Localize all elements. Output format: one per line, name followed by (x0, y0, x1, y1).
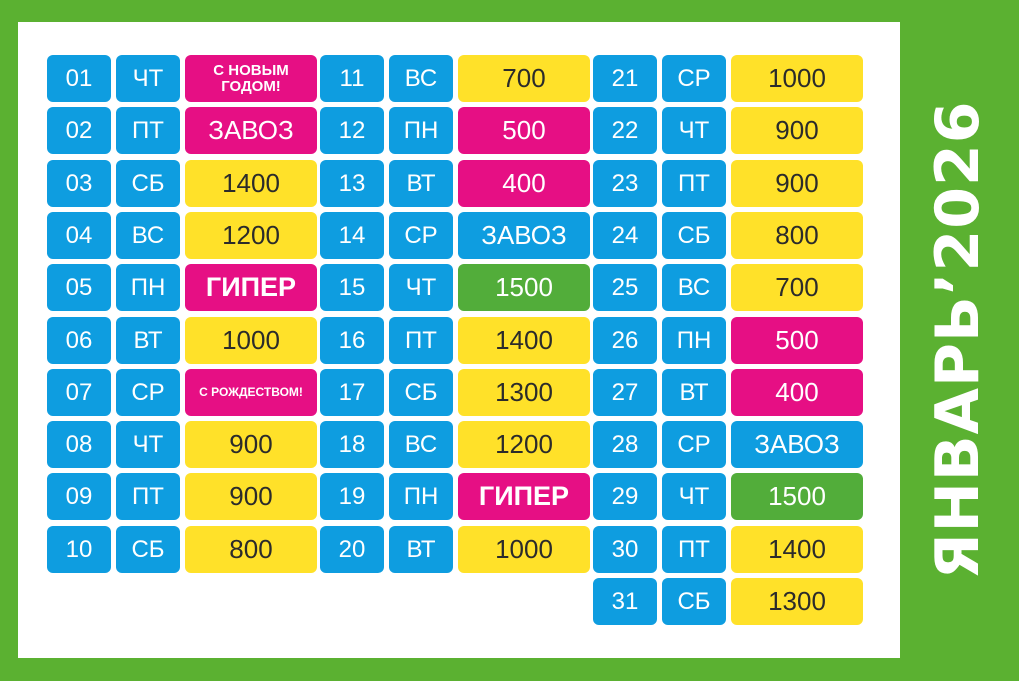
day-value: 700 (731, 264, 863, 311)
day-number: 05 (47, 264, 111, 311)
day-number: 07 (47, 369, 111, 416)
day-value: С РОЖДЕСТВОМ! (185, 369, 317, 416)
day-of-week: СБ (662, 212, 726, 259)
day-of-week: СБ (389, 369, 453, 416)
day-value: 500 (731, 317, 863, 364)
day-of-week: ВТ (389, 526, 453, 573)
day-number: 03 (47, 160, 111, 207)
day-number: 04 (47, 212, 111, 259)
day-number: 28 (593, 421, 657, 468)
day-value: 1000 (731, 55, 863, 102)
day-of-week: ПТ (116, 473, 180, 520)
day-number: 26 (593, 317, 657, 364)
day-number: 30 (593, 526, 657, 573)
day-number: 14 (320, 212, 384, 259)
day-of-week: ПТ (662, 526, 726, 573)
day-of-week: ВТ (662, 369, 726, 416)
day-number: 08 (47, 421, 111, 468)
day-number: 06 (47, 317, 111, 364)
day-of-week: ВТ (116, 317, 180, 364)
day-number: 16 (320, 317, 384, 364)
day-value: 1500 (731, 473, 863, 520)
day-value: 1500 (458, 264, 590, 311)
day-of-week: ЧТ (662, 107, 726, 154)
day-of-week: ЧТ (389, 264, 453, 311)
day-value: ЗАВОЗ (731, 421, 863, 468)
day-number: 29 (593, 473, 657, 520)
day-of-week: СР (389, 212, 453, 259)
day-value: 1400 (458, 317, 590, 364)
day-number: 27 (593, 369, 657, 416)
day-number: 21 (593, 55, 657, 102)
day-number: 15 (320, 264, 384, 311)
day-number: 24 (593, 212, 657, 259)
day-number: 20 (320, 526, 384, 573)
day-number: 09 (47, 473, 111, 520)
day-of-week: СР (662, 55, 726, 102)
day-of-week: ВС (662, 264, 726, 311)
day-value: 400 (458, 160, 590, 207)
day-of-week: СБ (662, 578, 726, 625)
day-of-week: ПН (389, 473, 453, 520)
day-of-week: ПН (662, 317, 726, 364)
day-value: 1000 (185, 317, 317, 364)
day-number: 19 (320, 473, 384, 520)
day-value: 900 (731, 160, 863, 207)
day-value: 500 (458, 107, 590, 154)
day-value: 1300 (731, 578, 863, 625)
day-value: 1000 (458, 526, 590, 573)
day-of-week: СР (116, 369, 180, 416)
day-number: 02 (47, 107, 111, 154)
day-value: ЗАВОЗ (458, 212, 590, 259)
day-of-week: ПТ (389, 317, 453, 364)
day-number: 31 (593, 578, 657, 625)
day-value: ГИПЕР (185, 264, 317, 311)
day-number: 25 (593, 264, 657, 311)
day-of-week: ВТ (389, 160, 453, 207)
day-of-week: ВС (116, 212, 180, 259)
day-value: 400 (731, 369, 863, 416)
day-of-week: ПН (389, 107, 453, 154)
day-number: 12 (320, 107, 384, 154)
day-value: 1200 (185, 212, 317, 259)
day-value: 900 (185, 421, 317, 468)
day-value: 1200 (458, 421, 590, 468)
day-value: ГИПЕР (458, 473, 590, 520)
day-number: 11 (320, 55, 384, 102)
day-of-week: ЧТ (116, 421, 180, 468)
day-number: 23 (593, 160, 657, 207)
day-of-week: ЧТ (662, 473, 726, 520)
day-of-week: ВС (389, 55, 453, 102)
day-of-week: ПТ (662, 160, 726, 207)
day-value: 1300 (458, 369, 590, 416)
day-of-week: ПН (116, 264, 180, 311)
day-value: ЗАВОЗ (185, 107, 317, 154)
day-value: С НОВЫМ ГОДОМ! (185, 55, 317, 102)
day-of-week: ВС (389, 421, 453, 468)
day-value: 800 (731, 212, 863, 259)
day-of-week: ПТ (116, 107, 180, 154)
day-value: 900 (185, 473, 317, 520)
day-of-week: СБ (116, 526, 180, 573)
day-number: 18 (320, 421, 384, 468)
day-of-week: СР (662, 421, 726, 468)
day-number: 22 (593, 107, 657, 154)
day-of-week: ЧТ (116, 55, 180, 102)
day-value: 1400 (731, 526, 863, 573)
calendar-title: ЯНВАРЬ’2026 (923, 100, 993, 580)
day-of-week: СБ (116, 160, 180, 207)
day-value: 700 (458, 55, 590, 102)
day-value: 800 (185, 526, 317, 573)
day-number: 10 (47, 526, 111, 573)
day-number: 13 (320, 160, 384, 207)
day-value: 1400 (185, 160, 317, 207)
day-number: 17 (320, 369, 384, 416)
day-number: 01 (47, 55, 111, 102)
day-value: 900 (731, 107, 863, 154)
